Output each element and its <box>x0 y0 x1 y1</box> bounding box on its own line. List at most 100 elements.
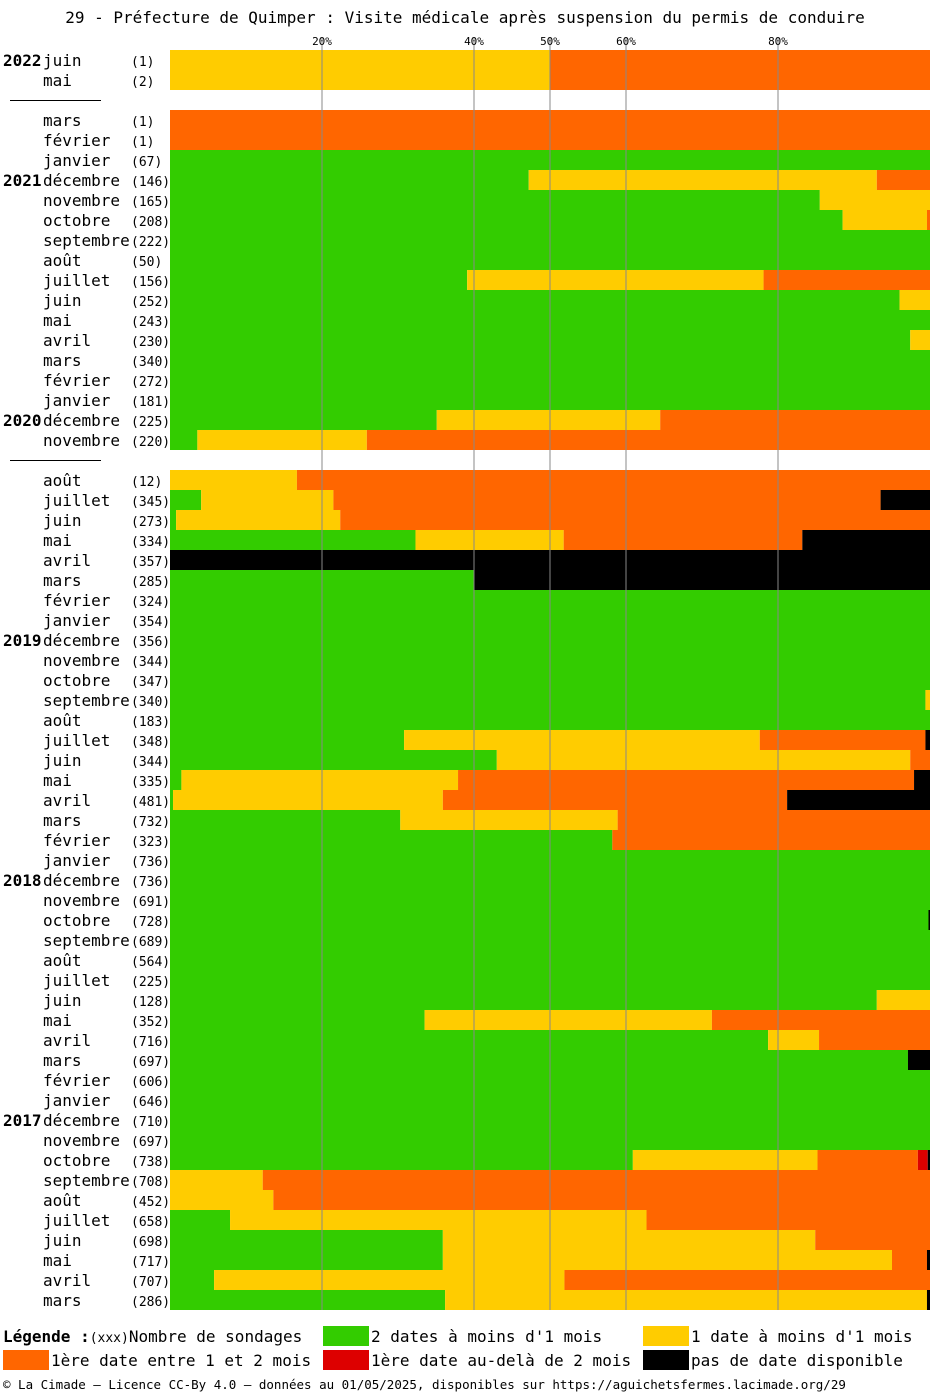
count-label: (146) <box>131 175 170 190</box>
month-label: août <box>43 1191 82 1210</box>
bar-segment-green <box>170 170 529 190</box>
bar-segment-red <box>917 1150 928 1170</box>
legend-swatch-black <box>643 1350 689 1370</box>
bar-segment-orange <box>550 70 930 90</box>
count-label: (716) <box>131 1035 170 1050</box>
bar-segment-green <box>170 1150 633 1170</box>
month-label: janvier <box>43 151 111 170</box>
bar-segment-orange <box>617 810 930 830</box>
bar-segment-yellow <box>496 750 911 770</box>
gridline-label: 40% <box>464 35 484 48</box>
month-label: août <box>43 951 82 970</box>
count-label: (697) <box>131 1055 170 1070</box>
month-label: janvier <box>43 611 111 630</box>
bar-segment-orange <box>646 1210 930 1230</box>
count-label: (345) <box>131 495 170 510</box>
month-label: mars <box>43 351 82 370</box>
legend-swatch-orange <box>3 1350 49 1370</box>
bar-segment-green <box>170 990 877 1010</box>
bar-segment-orange <box>333 490 881 510</box>
count-label: (658) <box>131 1215 170 1230</box>
bar-segment-green <box>170 810 401 830</box>
count-label: (452) <box>131 1195 170 1210</box>
bar-segment-yellow <box>181 770 459 790</box>
month-label: juin <box>43 511 82 530</box>
year-label: 2022 <box>3 51 42 70</box>
month-label: avril <box>43 1271 91 1290</box>
count-label: (728) <box>131 915 170 930</box>
month-label: mai <box>43 71 72 90</box>
count-label: (50) <box>131 255 162 270</box>
month-label: juin <box>43 751 82 770</box>
bar-segment-green <box>170 910 929 930</box>
count-label: (354) <box>131 615 170 630</box>
bar-segment-black <box>925 730 930 750</box>
month-label: août <box>43 251 82 270</box>
month-label: novembre <box>43 891 120 910</box>
bar-segment-green <box>170 1270 215 1290</box>
month-label: novembre <box>43 651 120 670</box>
bar-segment-yellow <box>400 810 618 830</box>
bar-segment-yellow <box>230 1210 647 1230</box>
month-label: janvier <box>43 1091 111 1110</box>
bar-segment-orange <box>458 770 915 790</box>
bar-segment-green <box>170 1010 425 1030</box>
year-label: 2020 <box>3 411 42 430</box>
month-label: avril <box>43 551 91 570</box>
count-label: (646) <box>131 1095 170 1110</box>
legend-label-red: 1ère date au-delà de 2 mois <box>371 1351 632 1370</box>
bar-segment-orange <box>550 50 930 70</box>
count-label: (348) <box>131 735 170 750</box>
footer-credits: © La Cimade – Licence CC-By 4.0 – donnée… <box>3 1377 846 1392</box>
gridline-label: 50% <box>540 35 560 48</box>
year-label: 2021 <box>3 171 42 190</box>
count-label: (1) <box>131 55 154 70</box>
month-label: juillet <box>43 271 110 290</box>
month-label: mai <box>43 311 72 330</box>
count-label: (691) <box>131 895 170 910</box>
bar-segment-orange <box>763 270 930 290</box>
bar-segment-black <box>926 1290 930 1310</box>
month-label: juin <box>43 291 82 310</box>
bar-segment-yellow <box>170 1190 274 1210</box>
month-label: décembre <box>43 411 120 430</box>
count-label: (340) <box>131 355 170 370</box>
count-label: (606) <box>131 1075 170 1090</box>
bar-segment-yellow <box>632 1150 818 1170</box>
bar-segment-green <box>170 210 843 230</box>
bar-segment-yellow <box>197 430 367 450</box>
count-label: (225) <box>131 975 170 990</box>
bar-segment-green <box>170 430 198 450</box>
bar-segment-yellow <box>170 470 297 490</box>
month-label: juillet <box>43 1211 110 1230</box>
count-label: (334) <box>131 535 170 550</box>
legend-swatch-yellow <box>643 1326 689 1346</box>
month-label: décembre <box>43 1111 120 1130</box>
bar-segment-green <box>170 510 177 530</box>
bar-segment-yellow <box>201 490 334 510</box>
gridline-label: 20% <box>312 35 332 48</box>
bar-segment-orange <box>273 1190 930 1210</box>
count-label: (1) <box>131 115 154 130</box>
bar-segment-orange <box>892 1250 927 1270</box>
bar-segment-green <box>170 1230 443 1250</box>
bar-segment-orange <box>819 1030 930 1050</box>
bar-segment-orange <box>296 470 930 490</box>
month-label: février <box>43 1071 111 1090</box>
bar-segment-green <box>170 530 416 550</box>
bar-segment-green <box>170 1050 908 1070</box>
legend-swatch-red <box>323 1350 369 1370</box>
legend-label-yellow: 1 date à moins d'1 mois <box>691 1327 913 1346</box>
month-label: octobre <box>43 211 110 230</box>
bar-segment-yellow <box>170 1170 263 1190</box>
bar-segment-black <box>802 530 930 550</box>
month-label: novembre <box>43 1131 120 1150</box>
bar-segment-green <box>170 730 405 750</box>
count-label: (356) <box>131 635 170 650</box>
bar-segment-yellow <box>214 1270 565 1290</box>
bar-segment-green <box>170 750 497 770</box>
month-label: juin <box>43 991 82 1010</box>
count-label: (272) <box>131 375 170 390</box>
month-label: avril <box>43 331 91 350</box>
bar-segment-yellow <box>404 730 760 750</box>
